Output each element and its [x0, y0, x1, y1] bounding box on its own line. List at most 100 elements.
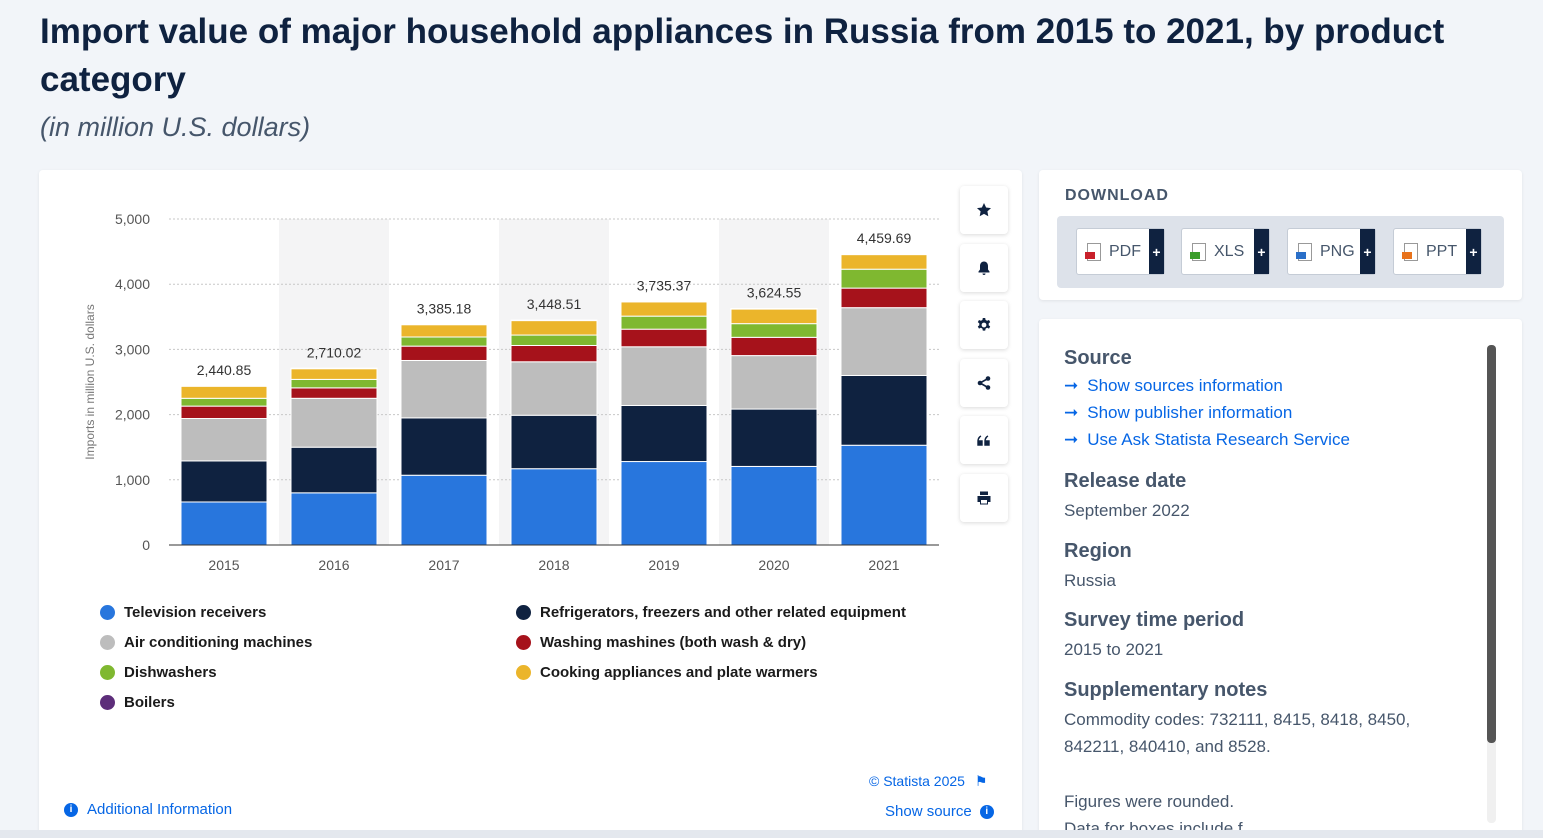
bar-segment: [290, 367, 378, 370]
info-icon: i: [64, 802, 78, 817]
bar-segment: [620, 461, 708, 546]
show-sources-link[interactable]: ➞ Show sources information: [1064, 376, 1283, 396]
bar-segment: [290, 367, 378, 380]
bar-segment: [620, 315, 708, 330]
share-icon: [977, 375, 991, 390]
favorite-button[interactable]: [960, 186, 1008, 234]
page-subtitle: (in million U.S. dollars): [40, 112, 311, 142]
bar-segment: [510, 361, 598, 416]
ppt-label: PPT: [1426, 242, 1458, 260]
bar-segment: [510, 319, 598, 322]
legend-label: Washing mashines (both wash & dry): [540, 634, 807, 651]
notification-button[interactable]: [960, 243, 1008, 292]
bar-segment: [620, 300, 708, 317]
bar-segment: [730, 336, 818, 357]
bar-segment: [840, 444, 928, 546]
scrollbar[interactable]: [1487, 345, 1496, 823]
bar-segment: [180, 385, 268, 387]
y-tick-label: 5,000: [115, 211, 150, 227]
download-bar: PDF + XLS + PNG + PPT +: [1057, 216, 1504, 288]
share-button[interactable]: [960, 358, 1008, 407]
x-tick-label: 2017: [428, 557, 459, 573]
download-png-button[interactable]: PNG +: [1287, 228, 1376, 275]
scrollbar-thumb[interactable]: [1487, 345, 1496, 743]
legend-label: Air conditioning machines: [124, 634, 313, 651]
bar-segment: [290, 387, 378, 399]
legend-label: Cooking appliances and plate warmers: [540, 664, 818, 681]
download-xls-button[interactable]: XLS +: [1181, 228, 1270, 275]
bar-segment: [730, 465, 818, 546]
bar-segment: [400, 345, 488, 361]
bar-segment: [620, 300, 708, 303]
bar-segment: [620, 404, 708, 463]
bar-segment: [180, 460, 268, 503]
cite-button[interactable]: [960, 416, 1008, 465]
legend-item[interactable]: Refrigerators, freezers and other relate…: [516, 604, 906, 621]
download-ppt-button[interactable]: PPT +: [1393, 228, 1482, 275]
ask-statista-link[interactable]: ➞ Use Ask Statista Research Service: [1064, 430, 1350, 450]
bar-total-label: 3,735.37: [637, 277, 692, 293]
release-date-heading: Release date: [1064, 470, 1187, 492]
legend-label: Boilers: [124, 694, 175, 711]
x-tick-label: 2020: [758, 557, 789, 573]
plus-icon: +: [1466, 229, 1481, 274]
legend-swatch: [516, 665, 531, 680]
show-source-link[interactable]: Show source i: [885, 803, 994, 820]
bar-segment: [180, 405, 268, 420]
star-icon: [977, 203, 991, 217]
settings-button[interactable]: [960, 301, 1008, 350]
source-heading: Source: [1064, 347, 1132, 369]
bar-segment: [620, 328, 708, 348]
bar-segment: [400, 336, 488, 347]
bar-segment: [840, 253, 928, 270]
survey-period-heading: Survey time period: [1064, 609, 1245, 631]
plus-icon: +: [1254, 229, 1269, 274]
additional-information-link[interactable]: i Additional Information: [64, 801, 232, 818]
bar-segment: [620, 346, 708, 406]
credit-text: © Statista 2025: [869, 773, 965, 789]
show-publisher-link[interactable]: ➞ Show publisher information: [1064, 403, 1292, 423]
supplementary-notes-text: Commodity codes: 732111, 8415, 8418, 845…: [1064, 710, 1411, 756]
bar-total-label: 4,459.69: [857, 230, 912, 246]
bar-segment: [730, 323, 818, 338]
legend-swatch: [516, 635, 531, 650]
bar-segment: [290, 492, 378, 546]
y-tick-label: 0: [142, 537, 150, 553]
bar-segment: [510, 414, 598, 470]
region-heading: Region: [1064, 540, 1132, 562]
bar-segment: [400, 323, 488, 338]
legend-item[interactable]: Television receivers: [100, 604, 266, 621]
bar-segment: [400, 417, 488, 476]
x-tick-label: 2018: [538, 557, 569, 573]
info-icon: i: [979, 804, 994, 819]
legend-item[interactable]: Air conditioning machines: [100, 634, 312, 651]
statista-credit[interactable]: © Statista 2025 ⚑: [869, 773, 987, 790]
bar-segment: [730, 308, 818, 310]
y-tick-label: 4,000: [115, 276, 150, 292]
download-pdf-button[interactable]: PDF +: [1076, 228, 1165, 275]
print-button[interactable]: [960, 473, 1008, 522]
bar-total-label: 3,448.51: [527, 296, 582, 312]
supplementary-notes-heading: Supplementary notes: [1064, 679, 1268, 701]
bar-segment: [510, 319, 598, 336]
legend-item[interactable]: Boilers: [100, 694, 175, 711]
legend-item[interactable]: Cooking appliances and plate warmers: [516, 664, 818, 681]
chart-toolbar: [960, 186, 1008, 532]
bar-segment: [290, 378, 378, 389]
bar-total-label: 2,440.85: [197, 362, 252, 378]
x-tick-label: 2019: [648, 557, 679, 573]
bar-segment: [290, 446, 378, 494]
bar-segment: [510, 344, 598, 363]
plus-icon: +: [1360, 229, 1375, 274]
bar-segment: [840, 253, 928, 256]
bar-segment: [840, 268, 928, 289]
legend-item[interactable]: Dishwashers: [100, 664, 217, 681]
legend-label: Television receivers: [124, 604, 267, 621]
arrow-right-icon: ➞: [1064, 376, 1079, 395]
legend-item[interactable]: Washing mashines (both wash & dry): [516, 634, 806, 651]
bar-segment: [730, 355, 818, 410]
legend-swatch: [100, 665, 115, 680]
survey-period-value: 2015 to 2021: [1064, 640, 1164, 659]
show-sources-label: Show sources information: [1087, 376, 1283, 395]
